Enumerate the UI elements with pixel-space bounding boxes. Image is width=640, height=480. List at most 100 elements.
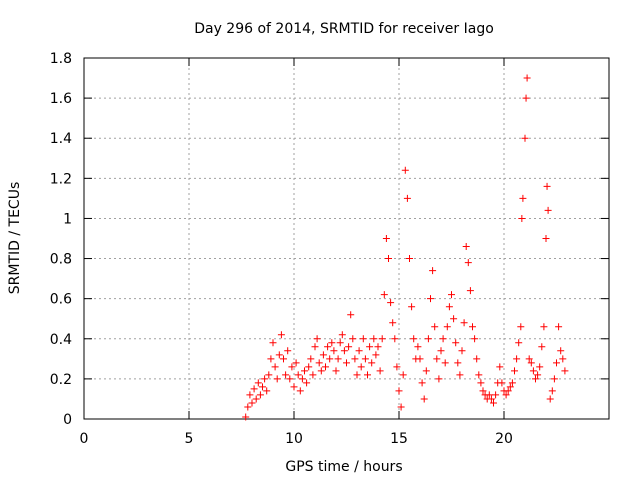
y-tick-label: 1.6 — [50, 91, 72, 107]
data-point — [349, 335, 357, 343]
data-point — [431, 323, 439, 331]
x-axis-label: GPS time / hours — [285, 459, 402, 475]
data-point — [252, 395, 260, 403]
y-tick-label: 0 — [63, 412, 72, 428]
data-point — [305, 363, 313, 371]
data-point — [445, 303, 453, 311]
data-point — [359, 335, 367, 343]
data-point — [361, 355, 369, 363]
data-point — [521, 134, 529, 142]
data-point — [397, 403, 405, 411]
data-point — [399, 371, 407, 379]
data-point — [487, 395, 495, 403]
data-point — [420, 395, 428, 403]
data-point — [559, 355, 567, 363]
data-point — [450, 315, 458, 323]
grid-lines — [84, 58, 609, 419]
data-point — [380, 291, 388, 299]
data-point — [471, 335, 479, 343]
data-point — [250, 385, 258, 393]
data-point — [277, 331, 285, 339]
data-point — [345, 343, 353, 351]
data-point — [290, 383, 298, 391]
data-point — [263, 387, 271, 395]
data-point — [518, 214, 526, 222]
data-point — [382, 235, 390, 242]
data-point — [324, 343, 332, 351]
data-point — [511, 367, 518, 375]
data-point — [452, 339, 460, 347]
data-point — [242, 413, 250, 421]
data-point — [433, 355, 441, 363]
data-point — [246, 391, 254, 399]
data-point — [391, 335, 399, 343]
data-point — [259, 383, 266, 391]
y-tick-label: 0.6 — [50, 292, 72, 308]
data-point — [256, 391, 264, 399]
data-point — [443, 323, 451, 331]
data-point — [309, 371, 317, 379]
y-axis-label: SRMTID / TECUs — [7, 182, 23, 295]
data-point — [357, 363, 365, 371]
data-point — [525, 355, 533, 363]
data-point — [515, 339, 523, 347]
data-point — [422, 367, 430, 375]
data-point — [506, 383, 514, 391]
data-point — [269, 339, 277, 347]
data-point — [343, 359, 350, 367]
data-point — [254, 379, 262, 387]
data-point — [544, 206, 552, 214]
data-point — [286, 375, 294, 383]
data-point — [336, 339, 344, 347]
data-point — [378, 335, 386, 343]
data-point — [280, 355, 287, 363]
data-point — [542, 235, 550, 242]
data-point — [330, 347, 338, 355]
data-point — [466, 287, 474, 295]
data-point — [355, 347, 363, 355]
data-point — [529, 367, 537, 375]
data-point — [334, 355, 342, 363]
x-tick-label: 20 — [495, 431, 513, 447]
axis-ticks: 0 0.2 0.4 0.6 0.8 1 1.2 1.4 1.6 1.8 0 5 10 15 20 — [50, 51, 609, 447]
data-point — [522, 94, 530, 102]
data-point — [340, 347, 348, 355]
data-point — [298, 375, 306, 383]
data-point — [370, 335, 378, 343]
data-point — [338, 331, 346, 339]
data-point — [315, 359, 323, 367]
y-tick-label: 1 — [63, 211, 72, 227]
data-point — [364, 371, 371, 379]
data-point — [435, 375, 443, 383]
data-point — [439, 335, 447, 343]
data-point — [303, 379, 311, 387]
data-point — [519, 194, 527, 202]
data-point — [307, 355, 315, 363]
data-point — [353, 371, 361, 379]
data-point — [244, 403, 252, 411]
data-points — [242, 74, 569, 421]
data-point — [550, 375, 558, 383]
data-point — [311, 343, 319, 351]
data-point — [460, 319, 468, 327]
data-point — [313, 335, 321, 343]
y-tick-label: 0.2 — [50, 372, 72, 388]
data-point — [248, 399, 256, 407]
data-point — [504, 387, 512, 395]
x-tick-label: 10 — [285, 431, 303, 447]
data-point — [517, 323, 525, 331]
chart-title: Day 296 of 2014, SRMTID for receiver Iag… — [194, 21, 494, 37]
data-point — [317, 367, 325, 375]
data-point — [271, 363, 279, 371]
data-point — [437, 347, 445, 355]
data-point — [532, 375, 539, 383]
data-point — [456, 371, 464, 379]
data-point — [536, 363, 544, 371]
y-tick-label: 0.8 — [50, 252, 72, 268]
data-point — [534, 371, 542, 379]
x-tick-label: 15 — [390, 431, 408, 447]
data-point — [540, 323, 548, 331]
data-point — [490, 399, 497, 407]
data-point — [424, 335, 432, 343]
